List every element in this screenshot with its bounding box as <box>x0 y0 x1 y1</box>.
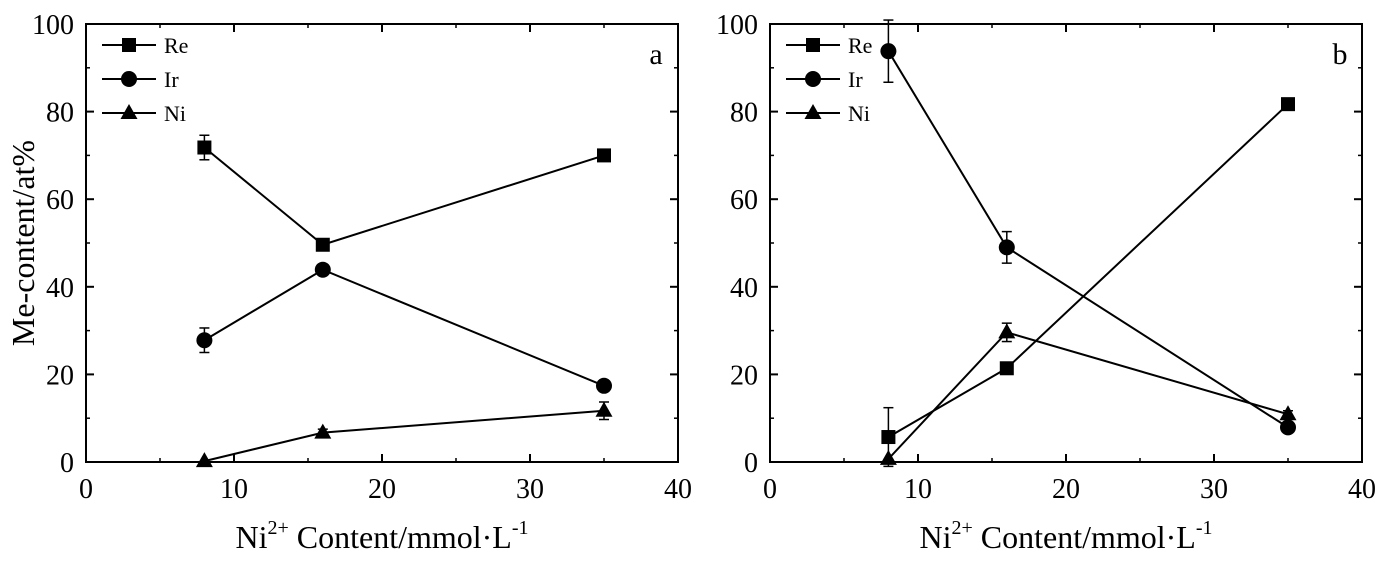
x-tick-label: 10 <box>904 474 932 505</box>
y-tick-label: 80 <box>730 98 758 129</box>
x-tick-label: 10 <box>220 474 248 505</box>
series-re <box>881 97 1295 468</box>
x-axis-label-part: Ni <box>235 519 267 555</box>
y-tick-label: 40 <box>730 273 758 304</box>
triangle-marker <box>120 104 138 119</box>
legend-item-ni: Ni <box>786 101 870 126</box>
series-line <box>203 146 605 246</box>
y-tick-label: 0 <box>744 448 758 479</box>
legend: Re Ir Ni <box>786 33 872 126</box>
legend: Re Ir Ni <box>102 33 188 126</box>
legend-item-re: Re <box>786 33 872 58</box>
x-tick-label: 40 <box>1348 474 1376 505</box>
y-tick-label: 20 <box>46 360 74 391</box>
x-tick-label: 30 <box>1200 474 1228 505</box>
series-line <box>887 50 1289 429</box>
legend-label: Ir <box>848 67 863 92</box>
legend-item-ni: Ni <box>102 101 186 126</box>
x-axis-label-part: Content/mmol·L <box>289 519 512 555</box>
square-marker <box>597 148 611 163</box>
y-tick-label: 0 <box>60 448 74 479</box>
y-tick-label: 60 <box>46 185 74 216</box>
x-axis-label: Ni2+ Content/mmol·L-1 <box>919 517 1212 555</box>
x-tick-label: 20 <box>1052 474 1080 505</box>
legend-label: Ni <box>848 101 870 126</box>
circle-marker <box>880 43 897 60</box>
square-marker <box>881 430 896 445</box>
series-re <box>197 134 611 252</box>
series-ir <box>880 19 1296 436</box>
x-axis-label-part: Ni <box>919 519 951 555</box>
y-axis-label: Me-content/at% <box>5 140 41 346</box>
x-axis-label: Ni2+ Content/mmol·L-1 <box>235 517 528 555</box>
y-tick-label: 40 <box>46 273 74 304</box>
triangle-marker <box>314 423 332 439</box>
series-ir <box>196 261 612 394</box>
circle-marker <box>998 239 1015 256</box>
series-line <box>203 268 605 387</box>
legend-item-ir: Ir <box>102 67 179 92</box>
circle-marker <box>596 377 612 394</box>
x-axis-label-sup: 2+ <box>267 517 288 539</box>
triangle-marker <box>195 452 213 468</box>
panel-label: a <box>649 38 662 71</box>
x-tick-label: 30 <box>516 474 544 505</box>
legend-label: Re <box>164 33 188 58</box>
panel-label: b <box>1333 38 1348 71</box>
circle-marker <box>196 332 213 349</box>
square-marker <box>197 140 212 155</box>
legend-label: Re <box>848 33 872 58</box>
triangle-marker <box>804 104 822 119</box>
square-marker <box>806 38 820 52</box>
x-tick-label: 0 <box>79 474 93 505</box>
x-tick-label: 0 <box>763 474 777 505</box>
square-marker <box>315 237 330 252</box>
series-line <box>887 103 1289 438</box>
x-axis-label-sup: 2+ <box>951 517 972 539</box>
triangle-marker <box>879 449 897 465</box>
x-axis-label-part: Content/mmol·L <box>973 519 1196 555</box>
square-marker <box>1281 97 1295 112</box>
x-tick-label: 20 <box>368 474 396 505</box>
square-marker <box>999 361 1014 376</box>
x-tick-label: 40 <box>664 474 692 505</box>
x-axis-label-sup: -1 <box>1196 517 1213 539</box>
series-ni <box>195 401 613 468</box>
circle-marker <box>121 71 137 87</box>
legend-label: Ni <box>164 101 186 126</box>
series-line <box>887 331 1289 460</box>
y-tick-label: 80 <box>46 98 74 129</box>
series-ni <box>879 322 1297 465</box>
y-tick-label: 60 <box>730 185 758 216</box>
series-line <box>204 409 605 463</box>
legend-item-re: Re <box>102 33 188 58</box>
y-tick-label: 100 <box>32 10 74 41</box>
legend-label: Ir <box>164 67 179 92</box>
square-marker <box>122 38 136 52</box>
y-tick-label: 20 <box>730 360 758 391</box>
legend-item-ir: Ir <box>786 67 863 92</box>
y-tick-label: 100 <box>716 10 758 41</box>
circle-marker <box>805 71 821 87</box>
circle-marker <box>1280 419 1296 436</box>
circle-marker <box>314 261 331 278</box>
triangle-marker <box>595 401 613 417</box>
triangle-marker <box>998 323 1016 339</box>
triangle-marker <box>1279 405 1297 421</box>
x-axis-label-sup: -1 <box>512 517 529 539</box>
